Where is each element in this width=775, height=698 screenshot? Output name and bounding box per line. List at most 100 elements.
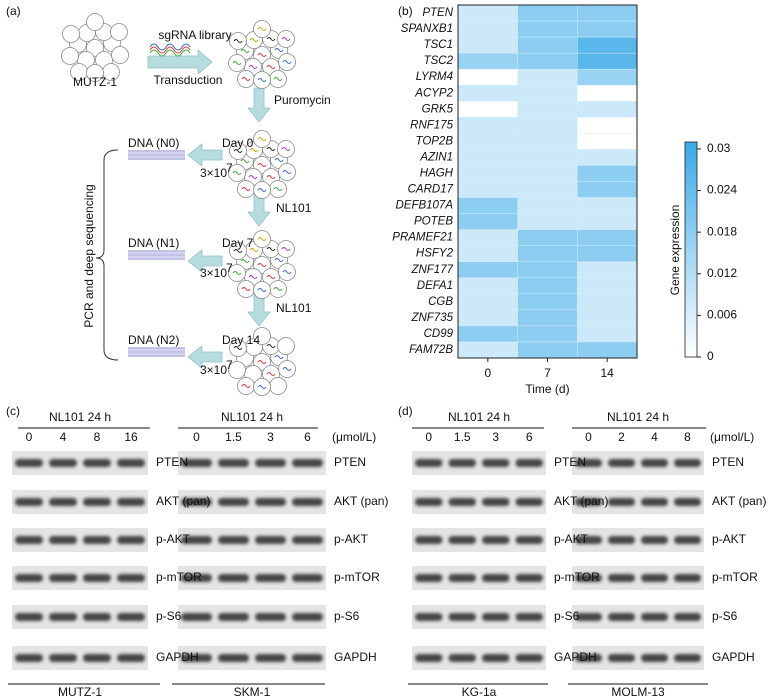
sgrna <box>274 48 284 52</box>
sgrna <box>281 247 291 251</box>
protein-label: p-S6 <box>554 609 580 623</box>
blot-band <box>608 498 635 506</box>
dose-label: 16 <box>124 430 138 444</box>
heat-cell <box>457 133 518 150</box>
heat-cell <box>577 149 638 166</box>
protein-label: p-mTOR <box>334 570 380 584</box>
panel-label: (d) <box>398 404 413 418</box>
cell-line-label: KG-1a <box>462 685 497 698</box>
sgrna <box>149 43 191 51</box>
dose-label: 4 <box>651 430 658 444</box>
sgrna <box>257 163 267 167</box>
sgrna <box>257 263 267 267</box>
blot-band <box>218 574 249 582</box>
blot-band <box>641 613 668 621</box>
cell <box>228 361 246 379</box>
heat-cell <box>517 229 578 246</box>
heat-cell <box>517 117 578 134</box>
heat-cell <box>457 36 518 54</box>
blot-band <box>415 498 443 506</box>
row-label: SPANXB1 <box>401 23 453 35</box>
sgrna <box>233 249 243 253</box>
heat-cell <box>457 293 518 311</box>
heat-cell <box>517 101 578 118</box>
sgrna <box>266 372 276 376</box>
label: 7 <box>226 261 233 275</box>
unit-label: (μmol/L) <box>332 430 376 444</box>
heat-cell <box>457 261 518 278</box>
dose-label: 8 <box>684 430 691 444</box>
colorbar-label: Gene expression <box>668 205 682 296</box>
blot-band <box>674 536 701 544</box>
dose-label: 1.5 <box>225 430 242 444</box>
label: MUTZ-1 <box>73 75 117 89</box>
heat-cell <box>577 101 638 118</box>
brace <box>95 149 119 361</box>
blot-band <box>83 613 111 621</box>
blot-band <box>15 613 43 621</box>
blot-band <box>255 574 286 582</box>
blot-band <box>49 654 77 662</box>
blot-band <box>448 613 476 621</box>
sgrna <box>281 37 291 41</box>
colorbar-tick-label: 0.03 <box>707 141 731 155</box>
blot-band <box>49 459 77 467</box>
row-label: HSFY2 <box>416 248 454 260</box>
treatment-label: NL101 24 h <box>448 410 510 424</box>
cell <box>253 327 271 345</box>
sgrna <box>257 78 267 82</box>
protein-label: p-S6 <box>712 609 738 623</box>
sgrna <box>266 247 276 251</box>
blot-band <box>181 613 212 621</box>
row-label: TOP2B <box>416 135 454 147</box>
blot-band <box>117 459 145 467</box>
row-label: PRAMEF21 <box>392 232 453 244</box>
blot-band <box>117 498 145 506</box>
dose-label: 6 <box>526 430 533 444</box>
sgrna <box>249 148 259 152</box>
heat-cell <box>517 261 578 278</box>
heat-cell <box>577 229 638 246</box>
heat-cell <box>577 68 638 86</box>
heat-cell <box>577 4 638 22</box>
blot-band <box>641 536 668 544</box>
sgrna <box>273 187 283 191</box>
sgrna <box>241 384 251 388</box>
blot-band <box>117 654 145 662</box>
label: 3×10 <box>200 266 227 280</box>
blot-band <box>49 536 77 544</box>
sgrna <box>240 259 250 263</box>
label: DNA (N0) <box>128 136 179 150</box>
heat-cell <box>457 229 518 246</box>
cell <box>111 46 129 64</box>
sgrna <box>257 288 267 292</box>
heat-cell <box>457 309 518 327</box>
heat-cell <box>457 52 518 70</box>
blot-band <box>482 574 510 582</box>
blot-band <box>674 459 701 467</box>
blot-band <box>15 536 43 544</box>
heat-cell <box>517 68 578 86</box>
label: sgRNA library <box>158 28 231 42</box>
blot-band <box>674 613 701 621</box>
protein-label: AKT (pan) <box>334 494 388 508</box>
sgrna <box>266 175 276 179</box>
blot-band <box>608 654 635 662</box>
protein-label: p-AKT <box>554 532 589 546</box>
dose-label: 0 <box>585 430 592 444</box>
blot-band <box>218 498 249 506</box>
sgrna <box>233 149 243 153</box>
blot-band <box>674 574 701 582</box>
blot-band <box>49 574 77 582</box>
heat-cell <box>457 20 518 38</box>
sgrna <box>266 344 276 348</box>
panel-label: (b) <box>398 4 413 18</box>
heat-cell <box>457 165 518 182</box>
row-label: AZIN1 <box>419 151 453 163</box>
heat-cell <box>457 101 518 118</box>
sgrna <box>257 27 267 31</box>
dose-label: 2 <box>618 430 625 444</box>
sgrna <box>249 248 259 252</box>
dose-label: 6 <box>304 430 311 444</box>
blot-band <box>641 459 668 467</box>
